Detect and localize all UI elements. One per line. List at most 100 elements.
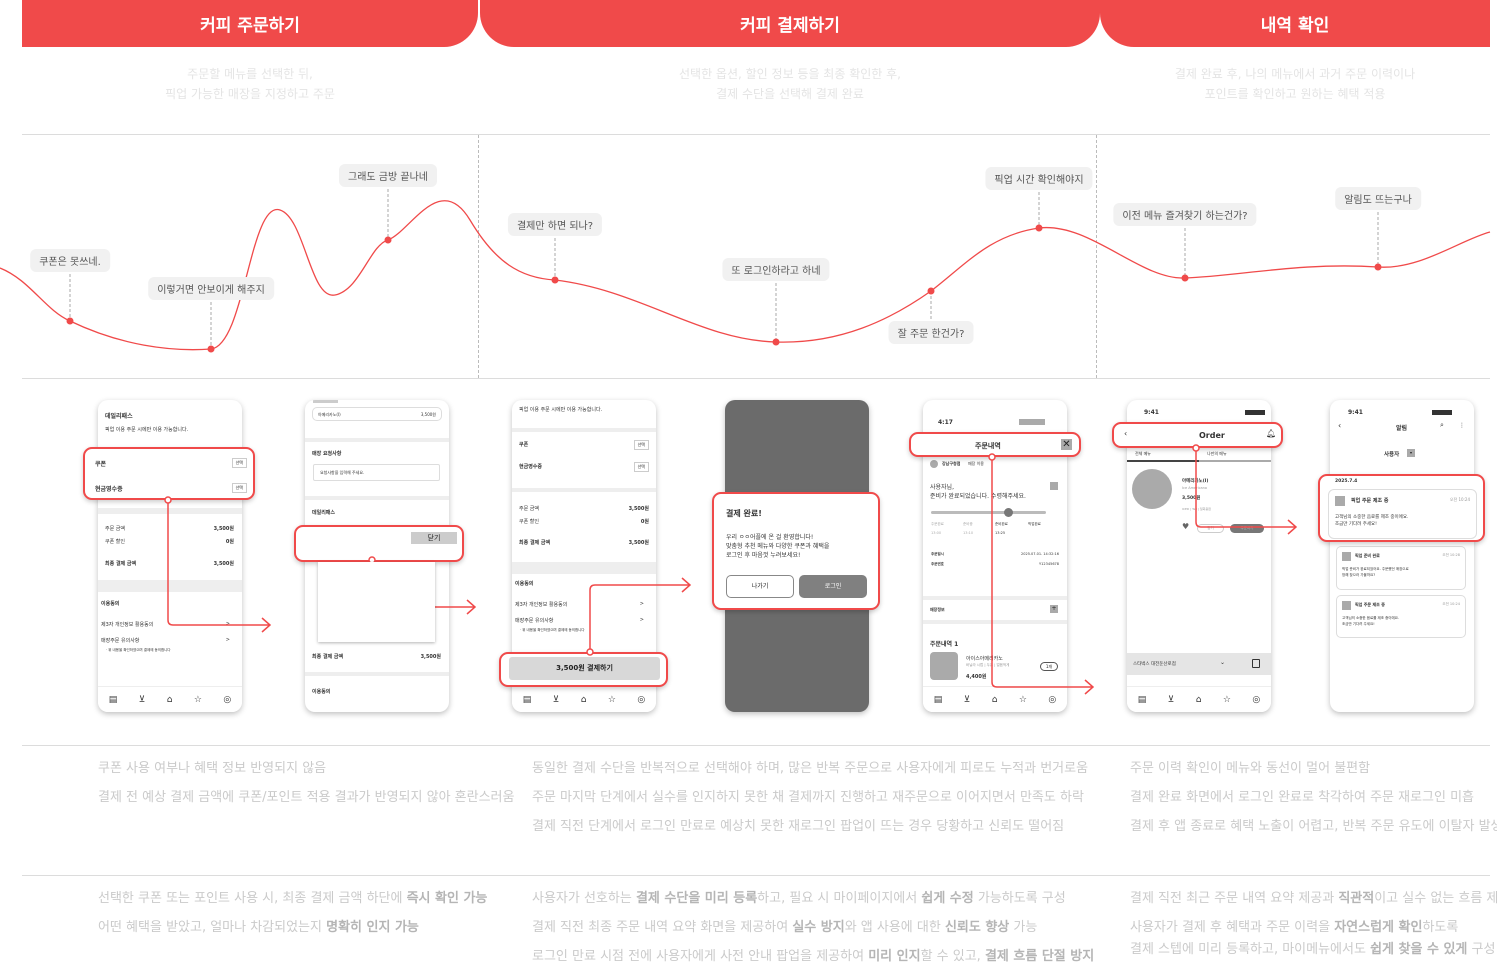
- refresh-icon[interactable]: [1050, 482, 1058, 490]
- home-icon[interactable]: ⌂: [166, 694, 173, 705]
- menu-icon[interactable]: ▤: [522, 694, 532, 705]
- coupon-select-button[interactable]: 선택: [231, 458, 247, 468]
- heart-icon[interactable]: ♥: [1182, 522, 1190, 531]
- journey-thought-bubble: 잘 주문 한건가?: [888, 321, 974, 344]
- store-bar[interactable]: 스타벅스 대전둔산로점 ⌄: [1127, 653, 1271, 675]
- agree-item[interactable]: 매장주문 유의사항: [515, 618, 554, 624]
- menu-icon[interactable]: ▤: [933, 694, 943, 705]
- agree-item[interactable]: 매장주문 유의사항: [101, 638, 140, 644]
- dropdown-icon[interactable]: ▾: [1407, 449, 1415, 457]
- solution-emphasis: 결제 흐름 단절 방지: [984, 949, 1095, 964]
- item-price: 3,500원: [1182, 496, 1201, 501]
- solution-text: 결제 스텝에 미리 등록하고, 마이메뉴에서도: [1130, 942, 1371, 957]
- shopping-bag-icon[interactable]: [1252, 659, 1260, 668]
- exit-button[interactable]: 나가기: [726, 575, 794, 598]
- bell-icon[interactable]: 🔔︎: [1266, 429, 1277, 438]
- search-icon[interactable]: ⌕: [1440, 421, 1444, 429]
- tab-all-menu[interactable]: 전체 메뉴: [1135, 451, 1151, 456]
- solution-text: 하고, 필요 시 마이페이지에서: [757, 891, 922, 906]
- journey-point: [207, 345, 215, 353]
- divider: [98, 508, 242, 514]
- add-button[interactable]: 담기: [1197, 524, 1224, 533]
- status-icons: [1432, 410, 1452, 415]
- user-icon[interactable]: ◎: [637, 694, 646, 705]
- item-name: 아메리카노(I): [318, 412, 341, 417]
- progress-step-time: 13:10: [963, 531, 974, 535]
- notification-card[interactable]: 픽업 주문 제조 중 오전 10:24 고객님의 소중한 음료를 제조 중이에요…: [1336, 595, 1466, 638]
- solution-text: 선택한 쿠폰 또는 포인트 사용 시, 최종 결제 금액 하단에: [98, 891, 407, 906]
- user-icon[interactable]: ◎: [1048, 694, 1057, 705]
- highlight-history-header: 주문내역 ✕: [909, 432, 1081, 457]
- item-options: 바닐라 시럽 | 두유 | 얼음적게: [966, 663, 1010, 667]
- chevron-right-icon[interactable]: >: [225, 637, 230, 643]
- close-button[interactable]: 닫기: [411, 532, 457, 544]
- solution: 선택한 쿠폰 또는 포인트 사용 시, 최종 결제 금액 하단에 즉시 확인 가…: [98, 887, 487, 906]
- receipt-select-button[interactable]: 선택: [231, 483, 247, 493]
- final-amount-value: 3,500원: [213, 561, 234, 567]
- cart-icon[interactable]: ⊻: [1167, 694, 1175, 705]
- notification-card[interactable]: 픽업 준비 완료 오전 10:28 픽업 준비가 완료되었어요. 주문했던 매장…: [1336, 546, 1466, 590]
- home-icon[interactable]: ⌂: [991, 694, 998, 705]
- solution-text: 구성: [1467, 942, 1496, 957]
- coupon-discount-label: 쿠폰 할인: [519, 519, 539, 525]
- notification-body: 고객님의 소중한 음료를 제조 중이에요.: [1342, 616, 1400, 620]
- final-amount-label: 최종 결제 금액: [312, 654, 344, 660]
- progress-step-label: 준비완료: [995, 522, 1008, 526]
- chevron-down-icon[interactable]: ⌄: [1220, 659, 1226, 666]
- dropdown-panel: [318, 562, 435, 642]
- order-button[interactable]: 주문하기: [1230, 524, 1264, 533]
- back-chevron-icon[interactable]: ‹: [1338, 421, 1342, 430]
- login-button[interactable]: 로그인: [799, 575, 867, 598]
- coupon-select-button[interactable]: 선택: [633, 440, 649, 450]
- header-title: 주문내역: [975, 442, 1001, 450]
- menu-icon[interactable]: ▤: [108, 694, 118, 705]
- cart-icon[interactable]: ⊻: [552, 694, 560, 705]
- notification-time: 오전 10:24: [1442, 602, 1460, 606]
- user-icon[interactable]: ◎: [1252, 694, 1261, 705]
- progress-marker: [1004, 508, 1014, 517]
- solution-text: 로그인 만료 시점 전에 사용자에게 사전 안내 팝업을 제공하여: [532, 949, 869, 964]
- cart-icon[interactable]: ⊻: [138, 694, 146, 705]
- agree-item[interactable]: 제3자 개인정보 활용동의: [515, 602, 568, 608]
- home-icon[interactable]: ⌂: [580, 694, 587, 705]
- solution-text: 결제 직전 최근 주문 내역 요약 제공과: [1130, 891, 1339, 906]
- solution-text: 이고 실수 없는 흐름 제공: [1374, 891, 1497, 906]
- pain-point: 동일한 결제 수단을 반복적으로 선택해야 하며, 많은 반복 주문으로 사용자…: [532, 761, 1089, 776]
- menu-icon[interactable]: ▤: [1137, 694, 1147, 705]
- star-icon[interactable]: ☆: [1018, 694, 1027, 705]
- tab-my-menu[interactable]: 나만의 메뉴: [1207, 451, 1227, 456]
- solution: 어떤 혜택을 받았고, 얼마나 차감되었는지 명확히 인지 가능: [98, 916, 419, 935]
- user-filter[interactable]: 사용자: [1384, 452, 1400, 458]
- home-icon[interactable]: ⌂: [1195, 694, 1202, 705]
- close-x-icon[interactable]: ✕: [1061, 439, 1072, 450]
- highlight-pay: 3,500원 결제하기: [499, 652, 668, 687]
- stage-title: 커피 주문하기: [200, 16, 300, 36]
- solution-emphasis: 즉시 확인 가능: [406, 891, 488, 906]
- notification-card[interactable]: 픽업 주문 제조 중 오전 10:24 고객님의 소중한 음료를 제조 중이에요…: [1328, 489, 1477, 539]
- notification-body: 고객님의 소중한 음료를 제조 중이에요.: [1335, 515, 1409, 520]
- back-chevron-icon[interactable]: ‹: [1124, 429, 1128, 438]
- stage-tab-history: 내역 확인: [1100, 0, 1490, 47]
- request-input[interactable]: 요청사항을 입력해 주세요.: [313, 464, 440, 481]
- agree-item[interactable]: 제3자 개인정보 활용동의: [101, 622, 154, 628]
- chevron-right-icon[interactable]: >: [639, 601, 644, 607]
- more-icon[interactable]: ⋮: [1459, 422, 1465, 429]
- order-amount-value: 3,500원: [213, 526, 234, 532]
- store-info[interactable]: 매장정보: [930, 607, 945, 612]
- cart-icon[interactable]: ⊻: [963, 694, 971, 705]
- notification-body: 픽업 준비가 완료되었어요. 주문했던 매장으로: [1342, 567, 1409, 571]
- stage-separator: [1096, 135, 1097, 378]
- receipt-select-button[interactable]: 선택: [633, 462, 649, 472]
- user-icon[interactable]: ◎: [223, 694, 232, 705]
- star-icon[interactable]: ☆: [1222, 694, 1231, 705]
- solution-text: 하도록: [1422, 920, 1459, 935]
- chevron-right-icon[interactable]: >: [639, 617, 644, 623]
- agree-note: · 위 내용을 확인하였으며 결제에 동의합니다: [520, 628, 585, 632]
- pay-button[interactable]: 3,500원 결제하기: [509, 657, 660, 680]
- solution-emphasis: 결제 수단을 미리 등록: [635, 891, 758, 906]
- star-icon[interactable]: ☆: [607, 694, 616, 705]
- expand-plus-icon[interactable]: +: [1050, 605, 1058, 613]
- stage-title: 커피 결제하기: [740, 16, 840, 36]
- chevron-right-icon[interactable]: >: [225, 621, 230, 627]
- star-icon[interactable]: ☆: [193, 694, 202, 705]
